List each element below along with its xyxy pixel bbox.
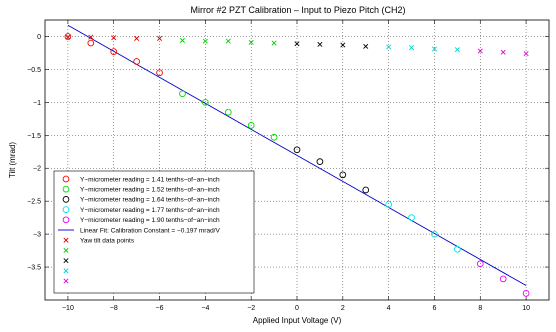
pitch-data-point bbox=[156, 69, 163, 77]
x-tick-label: −2 bbox=[247, 305, 255, 312]
legend-marker bbox=[62, 175, 70, 183]
yaw-data-point bbox=[134, 35, 140, 41]
pitch-data-point bbox=[270, 133, 278, 141]
yaw-data-point bbox=[477, 48, 483, 54]
pitch-data-point bbox=[339, 171, 347, 179]
pitch-data-point bbox=[385, 201, 392, 208]
legend: Y−micrometer reading = 1.41 tenths−of−an… bbox=[53, 170, 255, 294]
legend-marker bbox=[62, 196, 70, 203]
legend-marker bbox=[63, 278, 69, 284]
y-tick-label: −3.5 bbox=[27, 265, 41, 272]
legend-marker bbox=[62, 206, 70, 213]
pitch-data-point bbox=[316, 158, 324, 165]
pitch-data-point bbox=[293, 146, 301, 154]
pitch-data-point bbox=[454, 245, 461, 253]
yaw-data-point bbox=[431, 46, 437, 52]
yaw-data-point bbox=[294, 41, 300, 47]
y-tick-label: −2 bbox=[33, 166, 41, 173]
legend-label: Y−micrometer reading = 1.64 tenths−of−an… bbox=[80, 197, 220, 204]
pitch-data-point bbox=[202, 99, 209, 106]
yaw-data-point bbox=[202, 38, 208, 44]
legend-label: Y−micrometer reading = 1.41 tenths−of−an… bbox=[80, 176, 220, 183]
x-axis: −10 −8 −6 −4 −2 0 2 4 6 8 10 bbox=[62, 20, 530, 312]
legend-label: Y−micrometer reading = 1.52 tenths−of−an… bbox=[80, 187, 220, 194]
pitch-data-point bbox=[179, 90, 186, 98]
x-tick-label: −6 bbox=[156, 305, 164, 312]
x-tick-label: 2 bbox=[341, 305, 345, 312]
yaw-data-point bbox=[248, 39, 254, 45]
x-tick-label: 10 bbox=[522, 305, 530, 312]
pitch-data-point bbox=[224, 108, 232, 116]
linear-fit-line bbox=[67, 24, 527, 286]
y-tick-label: −3 bbox=[33, 232, 41, 239]
pitch-data-point bbox=[110, 48, 118, 55]
legend-marker bbox=[62, 185, 70, 193]
chart-title: Mirror #2 PZT Calibration – Input to Pie… bbox=[191, 5, 406, 15]
x-tick-label: 4 bbox=[387, 305, 391, 312]
pitch-data-point bbox=[408, 214, 415, 221]
x-tick-label: −4 bbox=[201, 305, 209, 312]
x-axis-label: Applied Input Voltage (V) bbox=[253, 316, 342, 325]
pitch-data-point bbox=[476, 260, 484, 268]
pitch-data-point bbox=[522, 290, 530, 297]
yaw-data-point bbox=[363, 43, 369, 49]
legend-marker bbox=[63, 237, 69, 243]
x-tick-label: −8 bbox=[110, 305, 118, 312]
data-points bbox=[64, 33, 530, 297]
x-tick-label: −10 bbox=[62, 305, 74, 312]
y-tick-label: −0.5 bbox=[27, 67, 41, 74]
legend-marker bbox=[62, 216, 70, 224]
yaw-data-point bbox=[454, 47, 460, 53]
yaw-data-point bbox=[88, 34, 94, 40]
yaw-data-point bbox=[111, 35, 117, 41]
yaw-data-point bbox=[157, 35, 163, 41]
yaw-data-point bbox=[65, 34, 71, 40]
legend-box bbox=[53, 170, 255, 294]
pitch-data-point bbox=[133, 58, 140, 65]
x-tick-label: 8 bbox=[478, 305, 482, 312]
legend-marker bbox=[63, 258, 69, 264]
pitch-data-point bbox=[362, 186, 370, 194]
y-axis: 0 −0.5 −1 −1.5 −2 −2.5 −3 −3.5 bbox=[27, 34, 549, 272]
y-tick-label: −1.5 bbox=[27, 133, 41, 140]
yaw-data-point bbox=[386, 44, 392, 50]
legend-marker bbox=[63, 247, 69, 253]
yaw-data-point bbox=[317, 41, 323, 47]
yaw-data-point bbox=[500, 49, 506, 55]
y-tick-label: −2.5 bbox=[27, 199, 41, 206]
yaw-data-point bbox=[179, 37, 185, 43]
pitch-data-point bbox=[64, 33, 72, 40]
y-axis-label: Tilt (mrad) bbox=[8, 142, 17, 178]
legend-label: Linear Fit: Calibration Constant = −0.19… bbox=[80, 227, 220, 234]
yaw-data-point bbox=[225, 38, 231, 44]
yaw-data-point bbox=[271, 40, 277, 46]
y-tick-label: −1 bbox=[33, 100, 41, 107]
yaw-data-point bbox=[409, 45, 415, 51]
y-tick-label: 0 bbox=[37, 34, 41, 41]
legend-label: Yaw tilt data points bbox=[80, 238, 135, 245]
pitch-data-point bbox=[499, 275, 507, 283]
x-tick-label: 6 bbox=[433, 305, 437, 312]
legend-marker bbox=[63, 268, 69, 274]
x-tick-label: 0 bbox=[295, 305, 299, 312]
yaw-data-point bbox=[340, 42, 346, 48]
legend-label: Y−micrometer reading = 1.90 tenths−of−an… bbox=[80, 217, 220, 224]
pitch-data-point bbox=[247, 122, 255, 129]
pitch-data-point bbox=[431, 230, 438, 238]
legend-label: Y−micrometer reading = 1.77 tenths−of−an… bbox=[80, 207, 220, 214]
yaw-data-point bbox=[523, 51, 529, 57]
pitch-data-point bbox=[87, 39, 95, 47]
